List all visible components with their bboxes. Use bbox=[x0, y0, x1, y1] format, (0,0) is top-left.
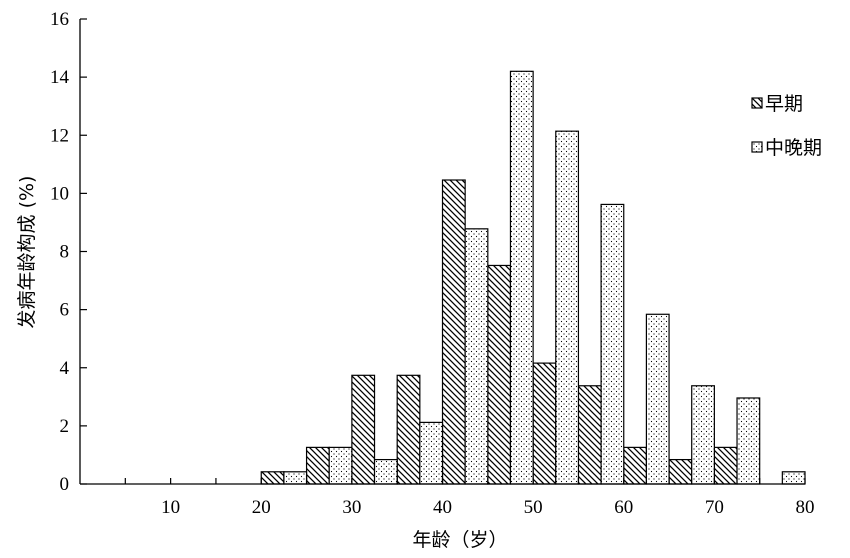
bar-21-25-series-0 bbox=[260, 471, 285, 485]
y-tick-label: 16 bbox=[50, 9, 69, 30]
y-tick-label: 12 bbox=[50, 125, 69, 146]
bar-61-65-series-0 bbox=[623, 446, 648, 485]
x-tick-label: 70 bbox=[705, 497, 724, 518]
y-axis-title: 发病年龄构成 (%) bbox=[16, 176, 38, 329]
bar-56-60-series-0 bbox=[577, 385, 602, 485]
bar-76-80-series-1 bbox=[781, 471, 806, 485]
x-axis-title: 年龄（岁） bbox=[412, 529, 507, 551]
legend-label: 早期 bbox=[765, 93, 803, 115]
x-tick-label: 60 bbox=[614, 497, 633, 518]
x-tick-label: 20 bbox=[252, 497, 271, 518]
y-tick-label: 10 bbox=[50, 183, 69, 204]
bar-46-50-series-0 bbox=[487, 264, 512, 485]
legend-label: 中晚期 bbox=[765, 137, 822, 159]
y-tick-label: 2 bbox=[60, 416, 70, 437]
bar-31-35-series-0 bbox=[351, 374, 376, 485]
y-tick-label: 4 bbox=[60, 358, 70, 379]
x-ticks: 10 20 30 40 50 60 70 80 bbox=[124, 478, 815, 518]
legend-swatch bbox=[751, 141, 763, 153]
legend-swatch bbox=[751, 97, 763, 109]
bar-26-30-series-1 bbox=[328, 446, 353, 485]
x-tick-label: 10 bbox=[161, 497, 180, 518]
bar-51-55-series-1 bbox=[555, 130, 580, 485]
bar-66-70-series-0 bbox=[668, 458, 693, 485]
x-tick-label: 30 bbox=[342, 497, 361, 518]
bar-36-40-series-1 bbox=[419, 421, 444, 485]
bar-46-50-series-1 bbox=[509, 70, 534, 485]
bar-61-65-series-1 bbox=[645, 313, 670, 485]
bar-26-30-series-0 bbox=[305, 446, 330, 485]
bar-66-70-series-1 bbox=[691, 385, 715, 485]
x-tick-label: 80 bbox=[796, 497, 815, 518]
x-tick-label: 40 bbox=[433, 497, 452, 518]
bar-71-75-series-1 bbox=[736, 397, 761, 485]
y-tick-label: 0 bbox=[60, 474, 70, 495]
bar-71-75-series-0 bbox=[713, 446, 738, 485]
bars-group bbox=[260, 70, 806, 485]
bar-31-35-series-1 bbox=[373, 458, 398, 485]
x-tick-label: 50 bbox=[524, 497, 543, 518]
bar-21-25-series-1 bbox=[283, 471, 308, 485]
y-tick-label: 8 bbox=[60, 242, 70, 263]
bar-56-60-series-1 bbox=[600, 203, 625, 485]
bar-41-45-series-0 bbox=[441, 179, 466, 485]
bar-36-40-series-0 bbox=[396, 374, 421, 485]
y-tick-label: 14 bbox=[50, 67, 70, 88]
y-tick-label: 6 bbox=[60, 300, 70, 321]
bar-51-55-series-0 bbox=[532, 362, 557, 485]
y-ticks: 0 2 4 6 8 10 12 14 16 bbox=[50, 9, 87, 495]
bar-41-45-series-1 bbox=[464, 228, 489, 485]
